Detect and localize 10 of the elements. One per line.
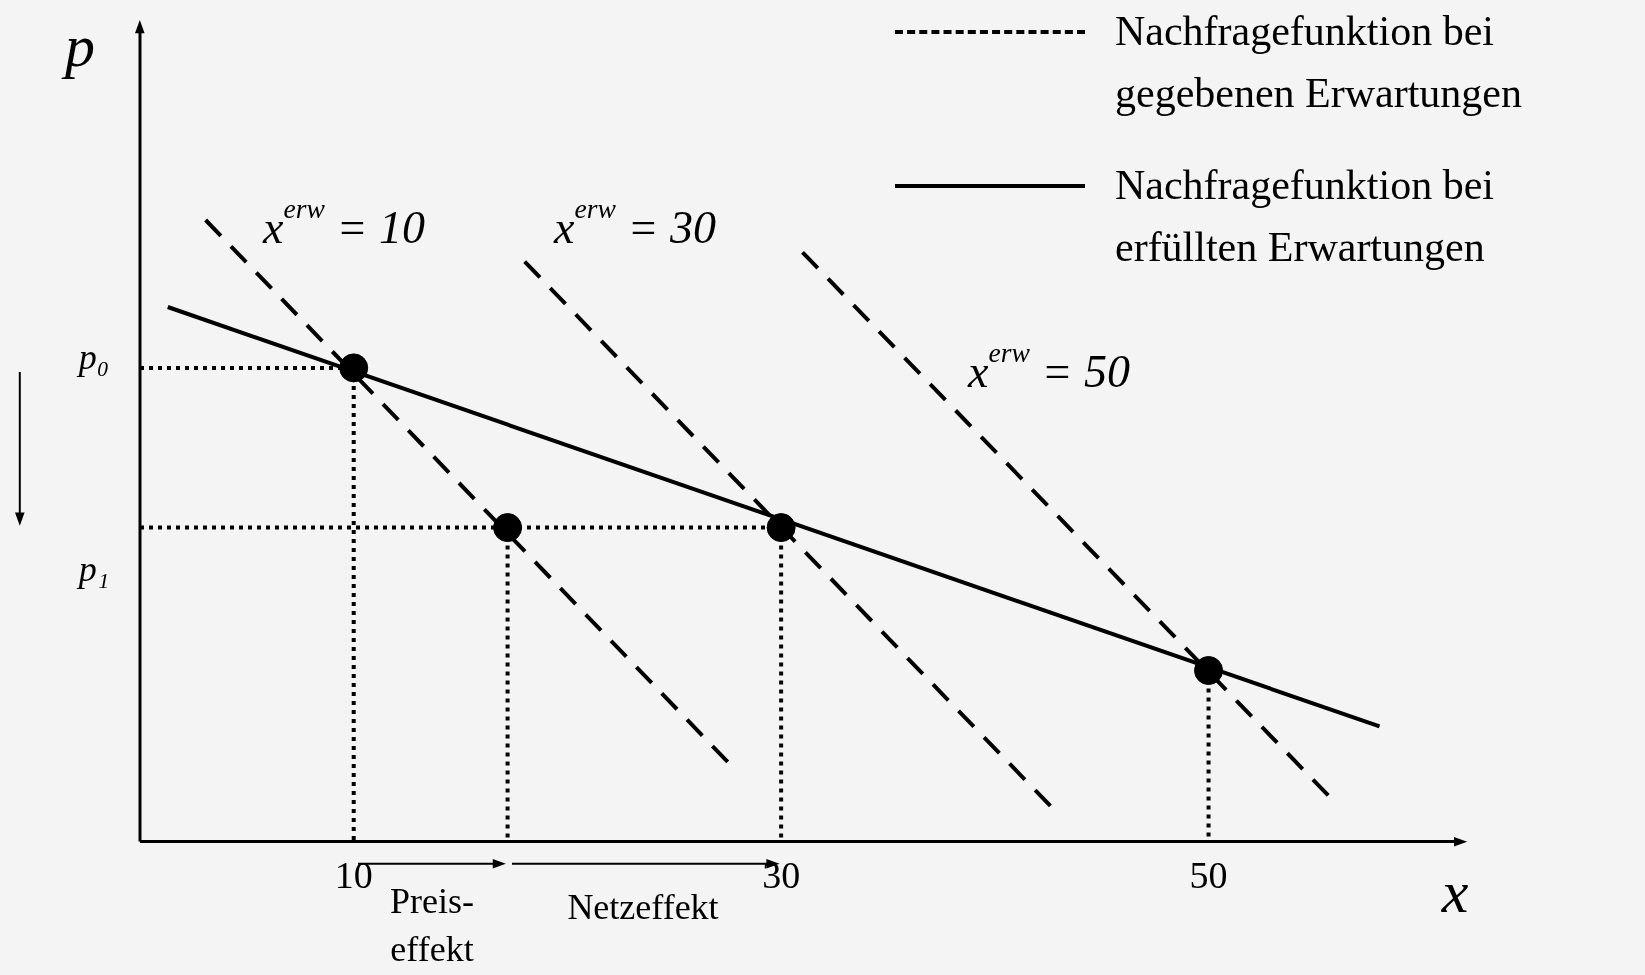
- text: Netzeffekt: [567, 887, 719, 928]
- legend-label: Nachfragefunktion bei erfüllten Erwartungen: [1115, 161, 1495, 272]
- x-tick-label: 50: [1189, 854, 1228, 897]
- y-axis-title: p: [61, 12, 95, 79]
- x-tick-label: 10: [334, 854, 373, 897]
- text: p₀: [75, 337, 110, 378]
- text: Preis- effekt: [390, 881, 474, 970]
- text: p₁: [75, 549, 110, 590]
- x-axis-title: x: [1440, 859, 1469, 926]
- legend-label: Nachfragefunktion bei gegebenen Erwartungen: [1115, 7, 1523, 118]
